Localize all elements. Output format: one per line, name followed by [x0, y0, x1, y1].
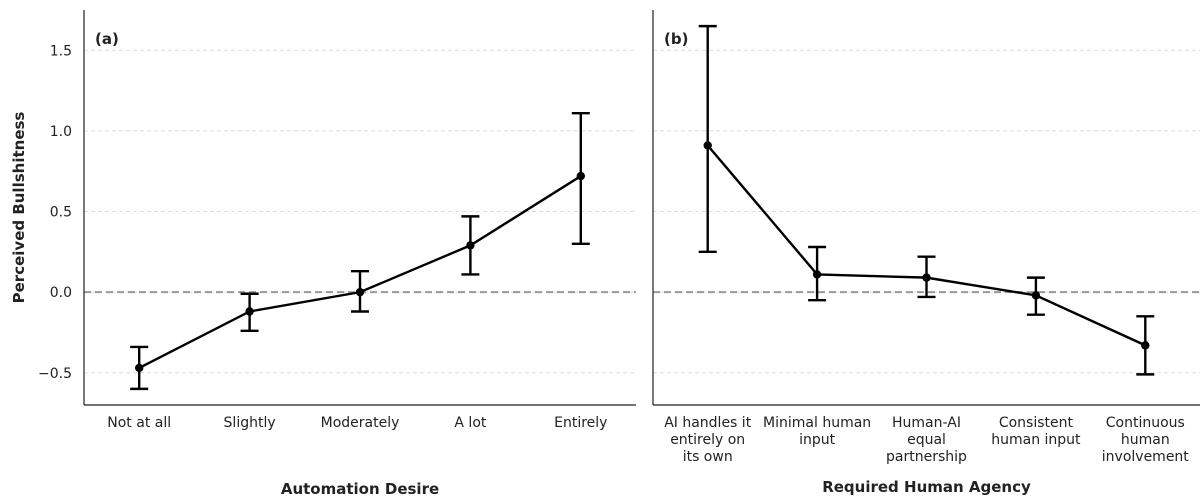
x-tick-label: Moderately: [321, 415, 400, 431]
y-tick-label: 1.5: [50, 43, 72, 59]
x-axis-title: Required Human Agency: [822, 478, 1031, 496]
panel-b: AI handles it entirely on its own Minimal h…: [652, 10, 1200, 496]
y-tick-label: 0.5: [50, 205, 72, 221]
x-tick-label: Consistent human input: [991, 415, 1081, 448]
data-point: [703, 141, 712, 150]
x-tick-label: Entirely: [554, 415, 607, 431]
data-point: [135, 363, 144, 373]
y-tick-label: 0.0: [50, 285, 72, 301]
x-tick-label: Minimal human input: [763, 415, 871, 448]
y-tick-label: −0.5: [38, 366, 72, 382]
data-point: [922, 273, 931, 282]
data-point: [466, 241, 475, 250]
x-axis-title: Automation Desire: [281, 480, 439, 498]
data-point: [1031, 291, 1041, 300]
x-tick-label: Slightly: [224, 415, 276, 431]
data-point: [812, 270, 822, 279]
x-tick-label: Human-AI equal partnership: [886, 415, 967, 465]
x-tick-label: A lot: [454, 415, 486, 431]
data-point: [245, 307, 254, 316]
x-tick-label: AI handles it entirely on its own: [664, 415, 752, 465]
x-tick-label: Not at all: [107, 415, 171, 431]
data-point: [576, 171, 585, 181]
data-point: [1141, 341, 1150, 350]
y-axis-title: Perceived Bullshitness: [10, 112, 28, 304]
panel-label: (b): [664, 30, 688, 48]
x-tick-label: Continuous human involvement: [1102, 415, 1190, 465]
panel-a: −0.5 0.0 0.5 1.0 1.5 Perceived Bullshitness No…: [10, 10, 636, 498]
series-line: [706, 144, 1146, 347]
panel-label: (a): [95, 30, 119, 48]
data-point: [355, 287, 365, 297]
y-tick-label: 1.0: [50, 124, 72, 140]
